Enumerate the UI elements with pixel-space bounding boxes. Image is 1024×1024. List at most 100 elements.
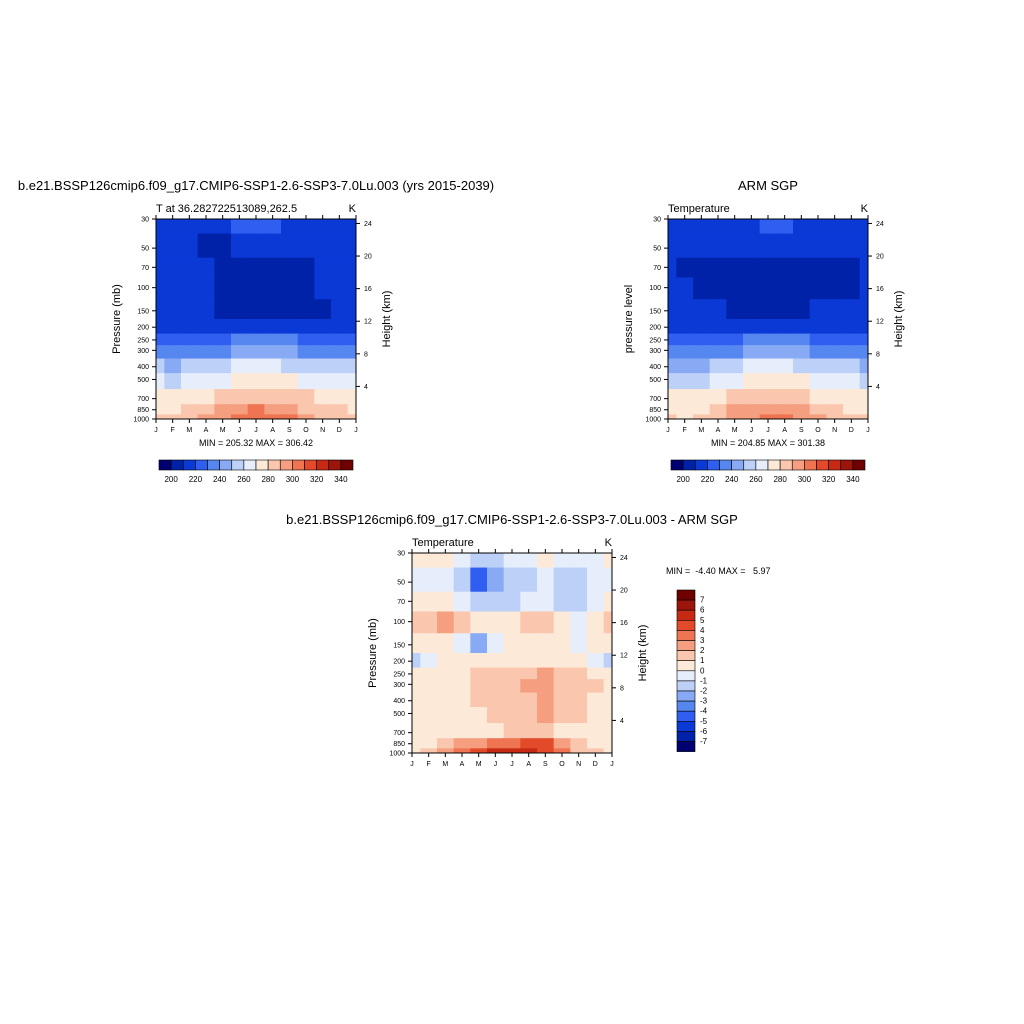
heatmap-cell: [412, 553, 421, 569]
heatmap-cell: [297, 219, 315, 235]
heatmap-cell: [668, 373, 677, 390]
heatmap-cell: [197, 389, 215, 405]
panel-obs: ARM SGP Temperature K J F M A M J J A S O N D J 30 50 7…: [623, 178, 905, 484]
heatmap-cell: [826, 219, 844, 235]
y2-tick-label: 12: [620, 653, 628, 660]
heatmap-cell: [793, 319, 811, 335]
y-tick-label: 250: [393, 671, 405, 678]
heatmap-cell: [264, 257, 282, 278]
x-tick-label: D: [337, 427, 342, 434]
colorbar-swatch: [791, 459, 805, 471]
heatmap-cell: [247, 319, 265, 335]
colorbar-swatch: [779, 459, 793, 471]
y-tick-label: 30: [653, 217, 661, 224]
heatmap-cell: [668, 404, 677, 415]
heatmap-cell: [793, 389, 811, 405]
heatmap-cell: [214, 389, 232, 405]
heatmap-cell: [331, 373, 349, 390]
colorbar-model: 200 220 240 260 280 300 320 340: [158, 459, 354, 484]
heatmap-cell: [793, 404, 811, 415]
heatmap-cell: [214, 373, 232, 390]
heatmap-cell: [553, 738, 571, 749]
x-tick-label: J: [866, 427, 870, 434]
heatmap-cell: [437, 567, 455, 593]
colorbar-swatch: [719, 459, 732, 471]
heatmap-cell: [553, 707, 571, 724]
heatmap-cell: [676, 414, 694, 419]
y-tick-label: 100: [137, 285, 149, 292]
heatmap-cell: [709, 373, 727, 390]
y-tick-label: 1000: [133, 417, 149, 424]
heatmap-cell: [503, 553, 521, 569]
heatmap-cell: [470, 692, 488, 708]
heatmap-cell: [453, 653, 471, 669]
heatmap-cell: [809, 319, 827, 335]
heatmap-cell: [793, 277, 811, 300]
heatmap-cell: [603, 723, 612, 739]
heatmap-cell: [503, 707, 521, 724]
heatmap-cell: [759, 219, 777, 235]
heatmap-cell: [587, 591, 605, 612]
heatmap-cell: [668, 345, 677, 360]
heatmap-cell: [214, 299, 232, 320]
heatmap-cell: [537, 748, 555, 753]
heatmap-cell: [314, 299, 332, 320]
heatmap-cell: [264, 333, 282, 346]
colorbar-swatch: [676, 660, 696, 672]
heatmap-cell: [693, 404, 711, 415]
heatmap-cell: [231, 319, 249, 335]
x-tick-label: M: [476, 761, 482, 768]
heatmap-cell: [281, 319, 299, 335]
colorbar-swatch: [304, 459, 317, 471]
heatmap-cell: [603, 679, 612, 694]
heatmap-cell: [247, 277, 265, 300]
heatmap-cell: [247, 299, 265, 320]
heatmap-cell: [347, 319, 356, 335]
y2-tick-label: 24: [620, 555, 628, 562]
heatmap-cell: [487, 707, 505, 724]
heatmap-cell: [676, 404, 694, 415]
heatmap-cell: [843, 333, 861, 346]
x-tick-label: J: [410, 761, 414, 768]
x-tick-label: A: [204, 427, 209, 434]
y-tick-label: 700: [393, 730, 405, 737]
colorbar-swatch: [279, 459, 293, 471]
heatmap-cell: [181, 358, 199, 374]
x-tick-label: J: [510, 761, 514, 768]
y-tick-label: 200: [649, 325, 661, 332]
heatmap-cell: [726, 389, 744, 405]
heatmap-cell: [231, 233, 249, 259]
heatmap-cell: [487, 748, 505, 753]
x-tick-label: S: [287, 427, 292, 434]
heatmap-cell: [420, 633, 438, 654]
heatmap-cell: [470, 738, 488, 749]
heatmap-cell: [164, 345, 182, 360]
y-tick-label: 50: [653, 246, 661, 253]
colorbar-label: 280: [773, 475, 787, 484]
panel-diff: b.e21.BSSP126cmip6.f09_g17.CMIP6-SSP1-2.…: [286, 512, 770, 768]
heatmap-cell: [437, 748, 455, 753]
heatmap-cell: [503, 633, 521, 654]
heatmap-cell: [281, 299, 299, 320]
heatmap-cell: [553, 553, 571, 569]
heatmap-cell: [776, 257, 794, 278]
y2-tick-label: 4: [620, 718, 624, 725]
heatmap-cell: [453, 738, 471, 749]
heatmap-cell: [587, 679, 605, 694]
heatmap-cell: [453, 633, 471, 654]
heatmap-cell: [420, 667, 438, 680]
heatmap-cell: [331, 233, 349, 259]
colorbar-swatch: [840, 459, 854, 471]
heatmap-cell: [181, 373, 199, 390]
heatmap-cell: [331, 345, 349, 360]
heatmap-cell: [843, 345, 861, 360]
panel-obs-axes: J F M A M J J A S O N D J 30 50 70 100 150 200 250 300 400 500…: [645, 215, 884, 434]
heatmap-cell: [247, 219, 265, 235]
colorbar-swatch: [676, 630, 696, 641]
heatmap-cell: [197, 345, 215, 360]
heatmap-cell: [709, 299, 727, 320]
heatmap-cell: [470, 679, 488, 694]
heatmap-cell: [156, 257, 165, 278]
heatmap-cell: [314, 319, 332, 335]
heatmap-cell: [231, 277, 249, 300]
